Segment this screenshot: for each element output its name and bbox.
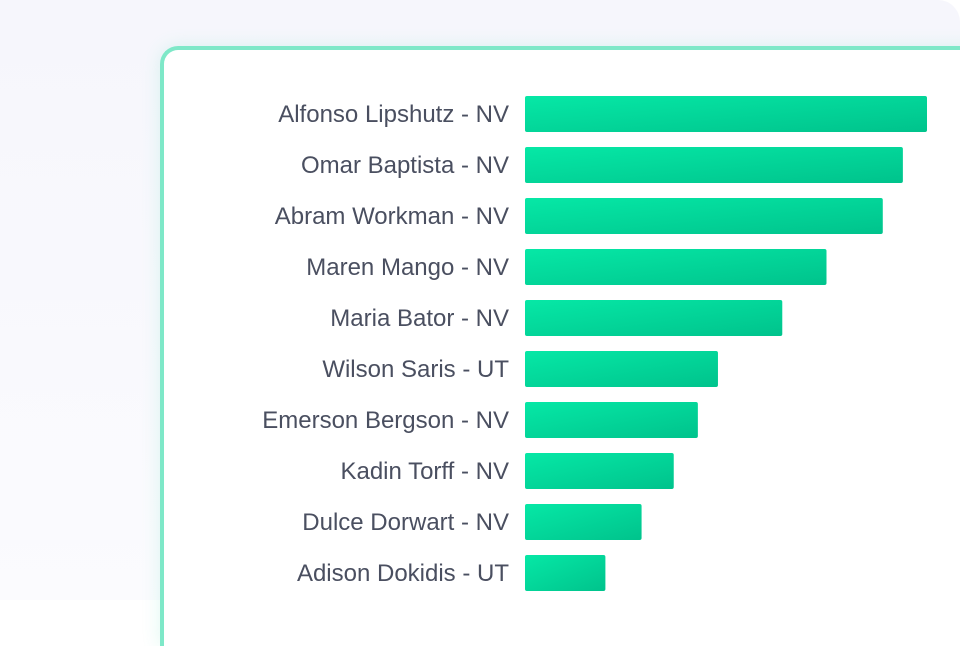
category-label: Adison Dokidis - UT xyxy=(297,560,509,587)
category-label: Kadin Torff - NV xyxy=(340,458,509,485)
bar-chart: Alfonso Lipshutz - NV Omar Baptista - NV A… xyxy=(262,96,927,591)
bar xyxy=(525,300,783,336)
category-label: Emerson Bergson - NV xyxy=(262,407,509,434)
bar xyxy=(525,198,883,234)
category-label: Maria Bator - NV xyxy=(330,305,509,332)
category-label: Alfonso Lipshutz - NV xyxy=(278,101,509,128)
bar xyxy=(525,249,827,285)
category-label: Maren Mango - NV xyxy=(306,254,509,281)
bar xyxy=(525,402,698,438)
bar xyxy=(525,147,903,183)
category-label: Omar Baptista - NV xyxy=(301,152,509,179)
chart-card xyxy=(160,46,960,646)
category-label: Abram Workman - NV xyxy=(275,203,509,230)
bar xyxy=(525,351,718,387)
bars xyxy=(525,96,927,591)
category-label: Wilson Saris - UT xyxy=(322,356,509,383)
bar xyxy=(525,453,674,489)
bar xyxy=(525,96,927,132)
category-label: Dulce Dorwart - NV xyxy=(302,509,509,536)
bar xyxy=(525,504,642,540)
bar xyxy=(525,555,606,591)
category-labels: Alfonso Lipshutz - NV Omar Baptista - NV A… xyxy=(262,101,509,587)
